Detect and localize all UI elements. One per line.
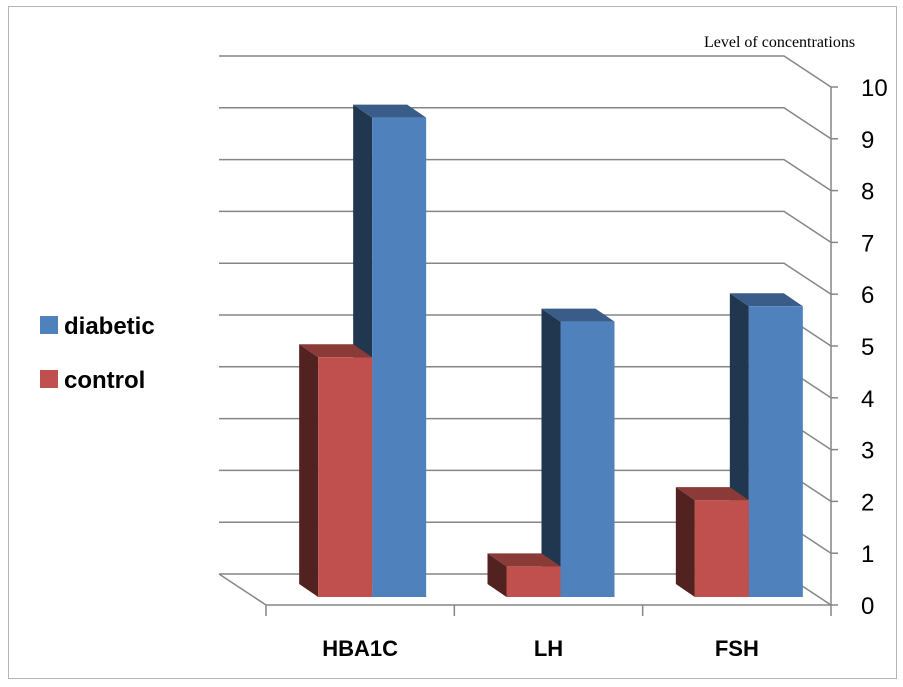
- axes: [218, 86, 838, 616]
- bar-top-control-lh: [487, 553, 561, 567]
- y-axis-label: Level of concentrations: [704, 34, 855, 51]
- legend-swatch-control: [40, 370, 58, 388]
- x-tick-label-lh: LH: [534, 636, 563, 661]
- bar-front-diabetic-lh: [560, 321, 615, 597]
- y-tick-label-7: 7: [861, 230, 874, 257]
- bar-control-fsh: [675, 487, 749, 597]
- bar-side-diabetic-lh: [541, 308, 561, 597]
- x-tick-label-fsh: FSH: [715, 636, 759, 661]
- legend-label-control: control: [64, 367, 145, 394]
- bar-top-control-hba1c: [299, 344, 373, 358]
- gridline-9: [219, 107, 832, 140]
- bar-side-control-hba1c: [299, 344, 319, 597]
- bar-control-hba1c: [299, 344, 373, 597]
- gridline-8: [219, 158, 832, 192]
- bar-front-control-fsh: [694, 500, 749, 597]
- legend-swatch-diabetic: [40, 316, 58, 334]
- bar-top-control-fsh: [675, 487, 749, 501]
- bar-top-diabetic-lh: [541, 308, 615, 322]
- x-tick-label-hba1c: HBA1C: [322, 636, 398, 661]
- bar-front-control-lh: [506, 566, 561, 597]
- bar-diabetic-lh: [541, 308, 615, 597]
- gridline-7: [219, 210, 832, 244]
- legend-label-diabetic: diabetic: [64, 313, 155, 340]
- bar-side-control-lh: [487, 553, 507, 597]
- y-tick-label-2: 2: [861, 489, 874, 516]
- y-tick-label-1: 1: [861, 541, 874, 568]
- bar-front-diabetic-fsh: [748, 306, 803, 597]
- y-tick-label-10: 10: [861, 75, 888, 102]
- bar-top-diabetic-hba1c: [353, 104, 427, 118]
- bar-front-control-hba1c: [318, 357, 373, 597]
- legend: diabetic control: [40, 313, 155, 394]
- bar-top-diabetic-fsh: [729, 293, 803, 307]
- y-tick-label-9: 9: [861, 127, 874, 154]
- bars: [299, 104, 803, 597]
- y-tick-label-0: 0: [861, 593, 874, 620]
- bar-side-control-fsh: [675, 487, 695, 597]
- y-tick-label-8: 8: [861, 179, 874, 206]
- bar-control-lh: [487, 553, 561, 597]
- y-tick-label-6: 6: [861, 282, 874, 309]
- gridline-6: [219, 262, 832, 295]
- gridline-10: [219, 55, 832, 88]
- labels: 0 1 2 3 4 5 6 7 8 9 10 HBA1C LH FSH: [322, 75, 887, 661]
- y-tick-label-3: 3: [861, 438, 874, 465]
- bar-front-diabetic-hba1c: [372, 117, 427, 597]
- y-tick-label-5: 5: [861, 334, 874, 361]
- y-tick-label-4: 4: [861, 386, 874, 413]
